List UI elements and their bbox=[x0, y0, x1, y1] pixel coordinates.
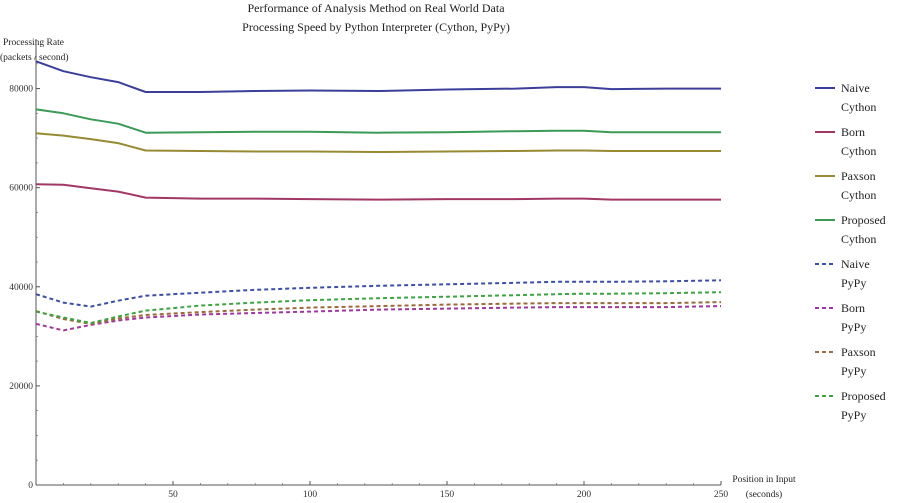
y-tick-label: 60000 bbox=[9, 184, 33, 194]
legend-label-naive-pypy-line-1: Naive bbox=[841, 257, 870, 271]
legend-label-born-pypy-line-1: Born bbox=[841, 301, 865, 315]
legend-label-born-cython-line-2: Cython bbox=[841, 144, 876, 158]
legend-label-paxson-cython-line-2: Cython bbox=[841, 188, 876, 202]
chart-title: Performance of Analysis Method on Real W… bbox=[247, 1, 505, 15]
y-tick-label: 20000 bbox=[9, 382, 33, 392]
series-line-born-pypy bbox=[35, 305, 722, 332]
axes: 50 100 150 200 250 0 20000 40000 60000 80000 bbox=[9, 39, 728, 500]
series-line-naive-pypy bbox=[35, 279, 722, 308]
y-tick-label: 40000 bbox=[9, 283, 33, 293]
series-line-naive-cython bbox=[35, 60, 721, 93]
legend: Naive Cython Born Cython Paxson Cython Propose… bbox=[815, 81, 886, 422]
x-axis-label-line-2: (seconds) bbox=[746, 489, 782, 500]
series-line-proposed-pypy bbox=[35, 291, 722, 324]
legend-label-naive-cython-line-1: Naive bbox=[841, 81, 870, 95]
y-tick-label: 80000 bbox=[9, 85, 33, 95]
legend-label-proposed-cython-line-2: Cython bbox=[841, 232, 876, 246]
x-tick-label: 50 bbox=[168, 490, 178, 500]
x-tick-label: 150 bbox=[440, 490, 455, 500]
x-axis-label-line-1: Position in Input bbox=[732, 475, 796, 485]
series-line-paxson-cython bbox=[35, 132, 721, 153]
series-line-paxson-pypy bbox=[35, 301, 722, 325]
legend-label-naive-pypy-line-2: PyPy bbox=[841, 276, 866, 290]
legend-label-proposed-pypy-line-2: PyPy bbox=[841, 408, 866, 422]
legend-label-born-cython-line-1: Born bbox=[841, 125, 865, 139]
x-tick-label: 100 bbox=[303, 490, 318, 500]
x-tick-label: 200 bbox=[577, 490, 592, 500]
y-axis-label-line-1: Processing Rate bbox=[3, 38, 64, 48]
legend-label-proposed-cython-line-1: Proposed bbox=[841, 213, 886, 227]
series-line-born-cython bbox=[35, 183, 721, 201]
chart-subtitle: Processing Speed by Python Interpreter (… bbox=[242, 20, 510, 34]
series-layer bbox=[35, 60, 722, 332]
y-axis-label-line-2: (packets / second) bbox=[0, 52, 69, 63]
legend-label-naive-cython-line-2: Cython bbox=[841, 100, 876, 114]
series-line-proposed-cython bbox=[35, 108, 721, 134]
y-tick-label: 0 bbox=[28, 481, 33, 491]
legend-label-paxson-cython-line-1: Paxson bbox=[841, 169, 876, 183]
legend-label-paxson-pypy-line-1: Paxson bbox=[841, 345, 876, 359]
legend-label-paxson-pypy-line-2: PyPy bbox=[841, 364, 866, 378]
legend-label-born-pypy-line-2: PyPy bbox=[841, 320, 866, 334]
x-tick-label: 250 bbox=[714, 490, 729, 500]
legend-label-proposed-pypy-line-1: Proposed bbox=[841, 389, 886, 403]
